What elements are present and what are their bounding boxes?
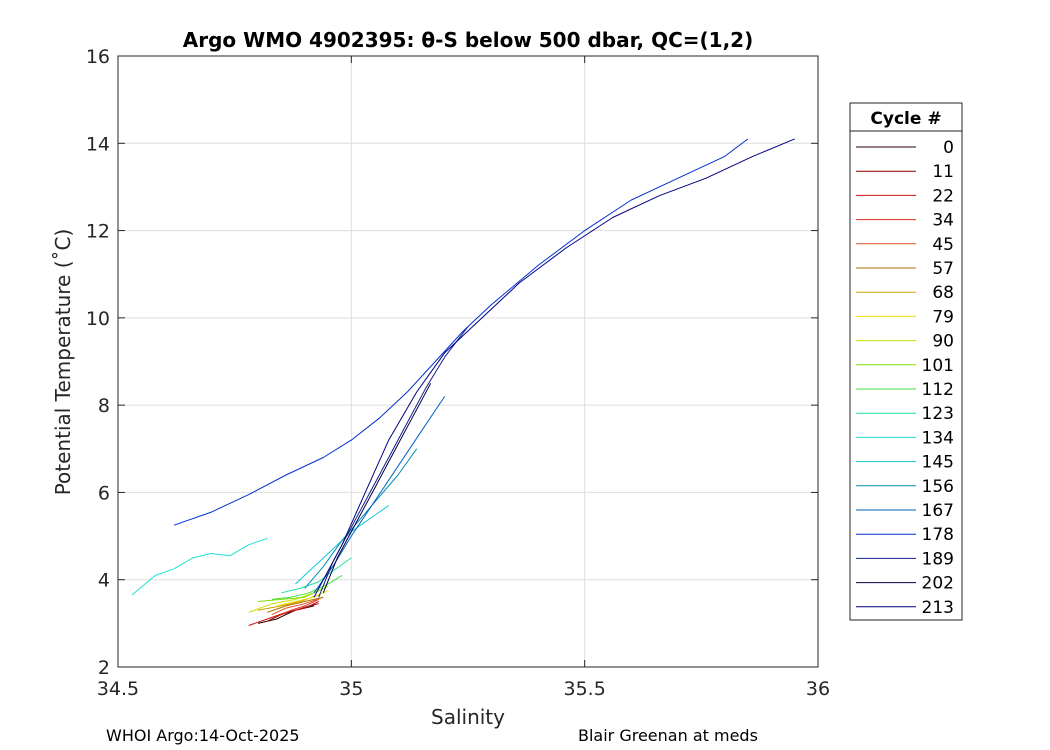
plot-area-frame bbox=[117, 55, 819, 668]
x-tick-label: 35.5 bbox=[564, 678, 606, 700]
y-tick-label: 10 bbox=[86, 308, 110, 330]
legend-label: 134 bbox=[922, 428, 954, 448]
footer-right-annotation: Blair Greenan at meds bbox=[578, 726, 758, 745]
series-line-cycle-123 bbox=[281, 557, 352, 594]
legend-entry: 112 bbox=[856, 380, 954, 400]
grid-lines bbox=[118, 56, 818, 667]
legend-entry: 213 bbox=[856, 598, 954, 618]
legend-entry: 189 bbox=[856, 549, 954, 569]
legend-entry: 79 bbox=[856, 307, 954, 327]
legend-entry: 68 bbox=[856, 283, 954, 303]
y-axis-ticks: 2 4 6 8 10 12 14 16 bbox=[86, 46, 818, 679]
legend-label: 11 bbox=[932, 162, 954, 182]
y-tick-label: 8 bbox=[98, 395, 110, 417]
legend-label: 213 bbox=[922, 598, 954, 618]
x-axis-ticks: 34.5 35 35.5 36 bbox=[97, 56, 830, 700]
series-line-cycle-112 bbox=[271, 574, 343, 600]
x-tick-label: 36 bbox=[806, 678, 830, 700]
y-tick-label: 6 bbox=[98, 482, 110, 504]
series-line-cycle-134 bbox=[131, 537, 268, 596]
legend-entry: 57 bbox=[856, 259, 954, 279]
legend-label: 167 bbox=[922, 501, 954, 521]
legend-label: 145 bbox=[922, 453, 954, 473]
legend-label: 178 bbox=[922, 525, 954, 545]
y-tick-label: 2 bbox=[98, 657, 110, 679]
legend-label: 45 bbox=[932, 235, 954, 255]
legend-label: 34 bbox=[932, 211, 954, 231]
series-line-cycle-101 bbox=[257, 587, 324, 602]
series-line-cycle-34 bbox=[276, 598, 319, 618]
profile-lines bbox=[131, 138, 795, 626]
legend-entry: 156 bbox=[856, 477, 954, 497]
legend-title: Cycle # bbox=[870, 109, 941, 129]
y-tick-label: 14 bbox=[86, 133, 110, 155]
legend-label: 101 bbox=[922, 356, 954, 376]
legend-entry: 145 bbox=[856, 453, 954, 473]
series-line-cycle-57 bbox=[267, 596, 324, 613]
series-line-cycle-45 bbox=[271, 596, 324, 616]
y-axis-label: Potential Temperature (˚C) bbox=[51, 229, 75, 496]
legend-entry: 202 bbox=[856, 574, 954, 594]
legend-entry: 11 bbox=[856, 162, 954, 182]
chart-title: Argo WMO 4902395: θ-S below 500 dbar, QC… bbox=[183, 28, 753, 52]
legend-entry: 134 bbox=[856, 428, 954, 448]
legend-label: 189 bbox=[922, 549, 954, 569]
legend-label: 0 bbox=[943, 138, 954, 158]
legend-label: 57 bbox=[932, 259, 954, 279]
series-line-cycle-189 bbox=[318, 326, 469, 598]
legend-entry: 123 bbox=[856, 404, 954, 424]
legend-label: 79 bbox=[932, 307, 954, 327]
x-tick-label: 35 bbox=[339, 678, 363, 700]
legend-entry: 22 bbox=[856, 186, 954, 206]
legend-entry: 0 bbox=[856, 138, 954, 158]
legend-label: 112 bbox=[922, 380, 954, 400]
series-line-cycle-213 bbox=[313, 138, 795, 598]
legend-label: 156 bbox=[922, 477, 954, 497]
legend-entries: 0 11 22 34 45 57 68 79 90 101 112 123 134 145 156 167 17… bbox=[856, 138, 954, 618]
legend-entry: 167 bbox=[856, 501, 954, 521]
series-line-cycle-178 bbox=[173, 138, 749, 526]
footer-left-annotation: WHOI Argo:14-Oct-2025 bbox=[106, 726, 300, 745]
y-tick-label: 4 bbox=[98, 570, 110, 592]
legend-entry: 34 bbox=[856, 211, 954, 231]
legend-entry: 101 bbox=[856, 356, 954, 376]
y-tick-label: 12 bbox=[86, 221, 110, 243]
legend-entry: 45 bbox=[856, 235, 954, 255]
legend-label: 22 bbox=[932, 186, 954, 206]
legend-label: 123 bbox=[922, 404, 954, 424]
legend-entry: 90 bbox=[856, 332, 954, 352]
series-line-cycle-156 bbox=[304, 448, 418, 589]
legend-entry: 178 bbox=[856, 525, 954, 545]
legend: Cycle # 0 11 22 34 45 57 68 79 90 101 112 123 134 145… bbox=[849, 102, 963, 621]
x-tick-label: 34.5 bbox=[97, 678, 139, 700]
series-line-cycle-79 bbox=[276, 590, 329, 607]
x-axis-label: Salinity bbox=[431, 705, 505, 729]
y-tick-label: 16 bbox=[86, 46, 110, 68]
series-line-cycle-202 bbox=[322, 383, 432, 593]
series-line-cycle-167 bbox=[313, 396, 446, 594]
legend-label: 68 bbox=[932, 283, 954, 303]
legend-label: 90 bbox=[932, 332, 954, 352]
legend-label: 202 bbox=[922, 574, 954, 594]
